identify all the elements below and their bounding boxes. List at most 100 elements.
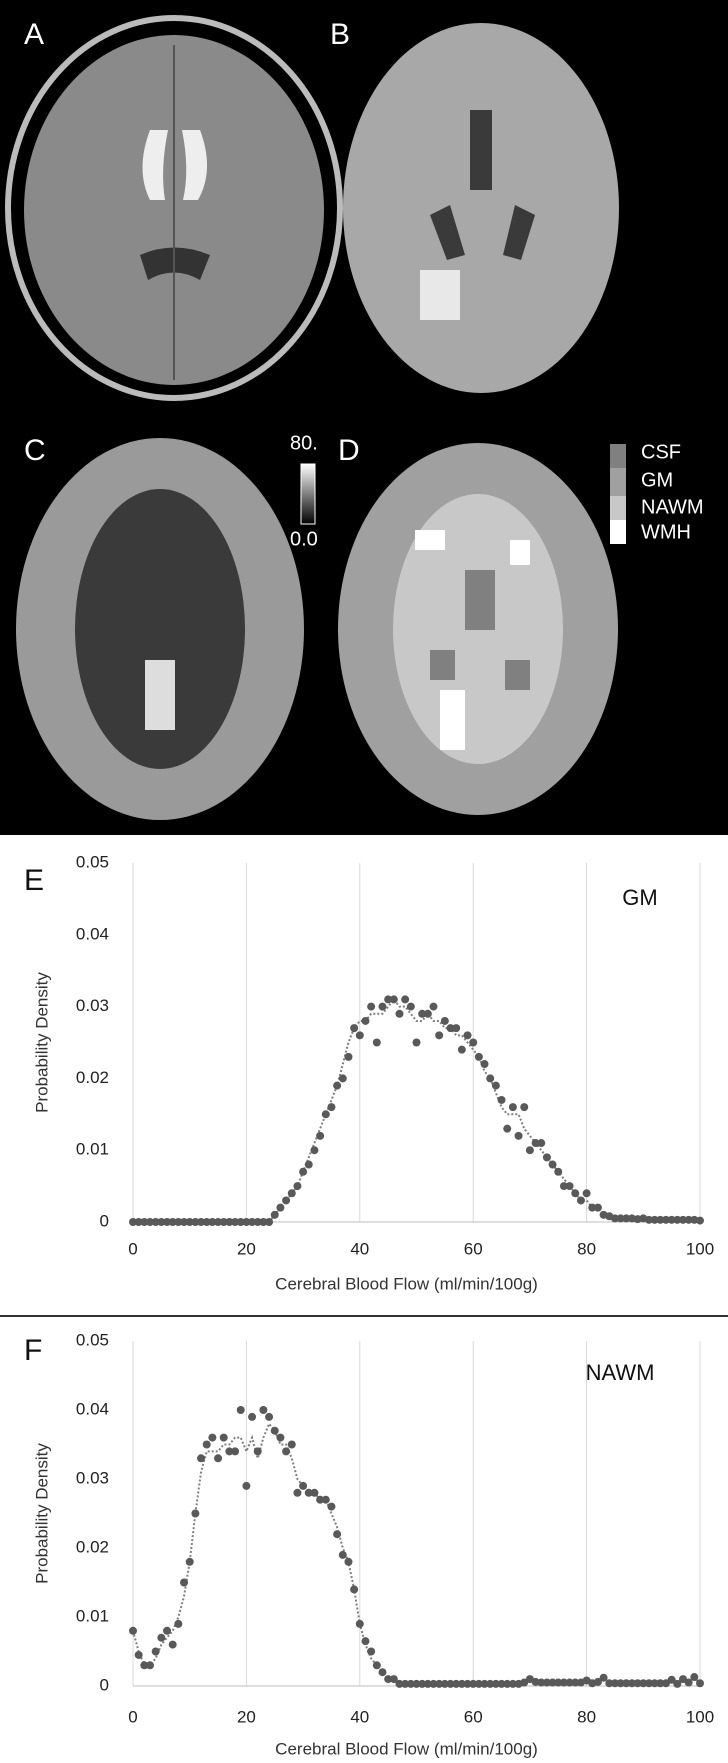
data-point [287,1189,296,1198]
x-tick-label: 0 [128,1707,137,1726]
data-point [667,1215,676,1224]
data-point [208,1433,217,1442]
data-point [440,1016,449,1025]
data-point [673,1679,682,1688]
data-point [299,1481,308,1490]
data-point [531,1139,540,1148]
colorbar-label: 80. [290,432,318,454]
data-point [497,1095,506,1104]
data-point [316,1131,325,1140]
data-point [457,1679,466,1688]
data-point [696,1216,704,1225]
data-point [338,1550,347,1559]
x-tick-label: 60 [464,1707,483,1726]
data-point [197,1218,206,1226]
data-point [242,1218,251,1226]
data-point [225,1447,234,1456]
data-point [627,1679,636,1688]
data-point [435,1031,444,1040]
data-point [508,1679,517,1688]
data-point [259,1218,268,1226]
colorbar [300,463,316,525]
data-point [248,1218,257,1226]
data-point [316,1495,325,1504]
data-point [435,1679,444,1688]
data-point [355,1031,364,1040]
data-point [491,1679,500,1688]
data-point [480,1060,489,1069]
data-point [440,1679,449,1688]
data-point [554,1678,563,1687]
data-point [140,1661,149,1670]
trend-line [132,1421,701,1685]
x-tick-label: 40 [350,1707,369,1726]
data-point [378,1002,387,1011]
data-point [571,1678,580,1687]
data-point [299,1167,308,1176]
x-tick-label: 20 [237,1707,256,1726]
data-point [253,1447,262,1456]
data-point [537,1139,546,1148]
data-point [503,1679,512,1688]
data-point [486,1074,495,1083]
data-point [401,1679,410,1688]
data-point [248,1412,257,1421]
bright-region [145,660,175,730]
data-point [174,1619,183,1628]
data-point [350,1585,359,1594]
data-point [389,1675,398,1684]
brain-image-b [343,23,619,393]
data-point [134,1650,143,1659]
y-tick-label: 0 [100,1211,109,1230]
data-point [333,1530,342,1539]
data-point [401,995,410,1004]
data-point [537,1678,546,1687]
data-point [214,1218,223,1226]
data-point [463,1679,472,1688]
panel-label: D [338,434,360,467]
x-tick-label: 40 [350,1239,369,1258]
data-point [185,1557,194,1566]
data-point [208,1218,217,1226]
y-tick-label: 0 [100,1675,109,1694]
data-point [497,1679,506,1688]
data-point [474,1679,483,1688]
data-point [588,1203,597,1212]
data-point [151,1647,160,1656]
data-point [418,1009,427,1018]
data-point [265,1218,274,1226]
legend-label: WMH [641,521,691,543]
data-point [304,1160,313,1169]
data-point [304,1488,313,1497]
x-axis-label: Cerebral Blood Flow (ml/min/100g) [275,1739,538,1758]
y-axis-label: Probability Density [32,1443,51,1584]
data-point [270,1210,279,1219]
data-point [293,1488,302,1497]
data-point [423,1009,432,1018]
data-point [429,1679,438,1688]
y-axis-label: Probability Density [32,972,51,1113]
data-point [372,1038,381,1047]
data-point [214,1454,223,1463]
panel-label: E [24,864,44,897]
data-point [185,1218,194,1226]
data-point [525,1146,534,1155]
data-point [242,1481,251,1490]
data-point [650,1215,659,1224]
data-point [673,1215,682,1224]
data-point [276,1433,285,1442]
data-point [559,1678,568,1687]
data-point [327,1502,336,1511]
data-point [129,1218,137,1226]
data-point [423,1679,432,1688]
data-point [350,1024,359,1033]
data-point [367,1647,376,1656]
data-point [582,1189,591,1198]
data-point [282,1447,291,1456]
y-tick-label: 0.04 [76,924,109,943]
data-point [276,1203,285,1212]
data-point [486,1679,495,1688]
panel-label: B [330,18,350,51]
data-point [457,1045,466,1054]
wmh-region [415,530,530,750]
